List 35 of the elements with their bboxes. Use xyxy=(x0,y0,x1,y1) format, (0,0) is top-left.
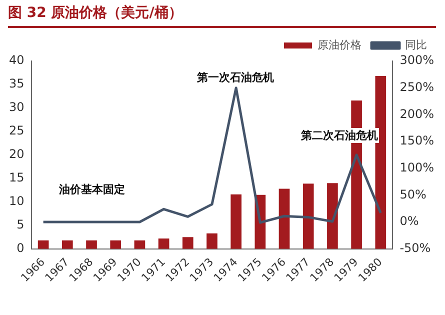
y2-tick-label: 0% xyxy=(400,214,419,228)
y-tick-label: 25 xyxy=(8,124,24,138)
bar xyxy=(38,240,49,249)
y-tick-label: 40 xyxy=(8,53,24,68)
y2-tick-label: 100% xyxy=(400,160,434,174)
y2-tick-label: 150% xyxy=(400,134,434,148)
y-tick-label: 5 xyxy=(16,218,24,232)
annotation: 第二次石油危机 xyxy=(300,128,379,143)
y2-tick-label: 200% xyxy=(400,106,434,121)
legend-label: 原油价格 xyxy=(318,38,362,52)
bar xyxy=(230,194,242,249)
bar xyxy=(110,240,122,249)
y2-tick-label: 300% xyxy=(400,53,434,68)
y-tick-label: 20 xyxy=(8,147,24,162)
bar xyxy=(158,238,170,249)
bar xyxy=(134,240,146,249)
y-tick-label: 30 xyxy=(8,100,24,114)
chart-title: 图 32 原油价格（美元/桶） xyxy=(8,4,182,22)
bar xyxy=(62,240,73,249)
bar xyxy=(182,237,194,249)
annotation: 油价基本固定 xyxy=(58,182,126,197)
y-tick-label: 15 xyxy=(8,170,24,185)
y-tick-label: 10 xyxy=(8,194,24,208)
y-tick-label: 0 xyxy=(16,240,24,255)
y-tick-label: 35 xyxy=(8,76,24,91)
bar xyxy=(327,183,338,249)
y2-tick-label: 50% xyxy=(400,187,426,202)
annotation: 第一次石油危机 xyxy=(196,70,275,85)
bar xyxy=(278,188,290,249)
bar xyxy=(206,233,218,249)
y2-tick-label: 250% xyxy=(400,80,434,94)
bar xyxy=(302,184,314,249)
bar xyxy=(86,240,97,249)
y2-tick-label: -50% xyxy=(400,240,431,255)
legend-label: 同比 xyxy=(405,38,427,52)
